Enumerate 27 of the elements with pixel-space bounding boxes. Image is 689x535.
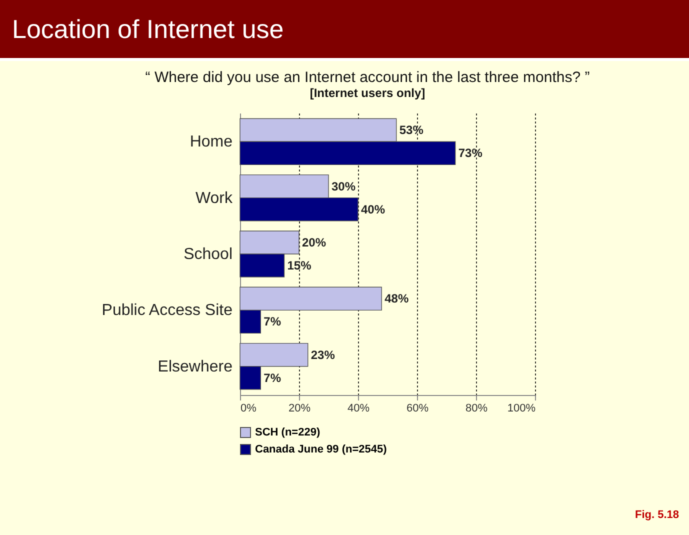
data-label: 40%: [361, 202, 386, 216]
data-label: 53%: [399, 123, 424, 138]
y-tick-label: Public Access Site: [102, 302, 233, 320]
data-label: 48%: [384, 292, 409, 306]
caption: Fig. 5.18: [634, 509, 679, 521]
text: [Internet users only]: [310, 86, 426, 100]
x-tick-label: 40%: [347, 402, 370, 414]
y-tick-label: School: [184, 246, 232, 263]
chart-title: Location of Internet use: [0, 0, 689, 61]
y-tick-label: Home: [190, 134, 233, 151]
x-tick-label: 100%: [507, 402, 536, 414]
data-label: 7%: [264, 370, 282, 385]
y-tick-label: Work: [195, 190, 234, 207]
legend-label: SCH (n=229): [255, 426, 320, 438]
x-tick-label: 80%: [465, 402, 488, 414]
legend-label: Canada June 99 (n=2545): [255, 444, 388, 456]
data-label: 15%: [287, 258, 312, 273]
chart-subtitle: “ Where did you use an Internet account in the last three months? ”: [145, 69, 590, 86]
y-tick-label: Elsewhere: [158, 358, 233, 376]
data-label: 73%: [458, 146, 483, 160]
x-tick-label: 60%: [406, 402, 429, 414]
data-label: 23%: [310, 348, 336, 362]
x-tick-label: 20%: [288, 402, 311, 414]
data-label: 20%: [302, 235, 326, 250]
x-tick-label: 0%: [240, 402, 257, 414]
data-label: 7%: [264, 314, 282, 329]
data-label: 30%: [332, 179, 356, 194]
